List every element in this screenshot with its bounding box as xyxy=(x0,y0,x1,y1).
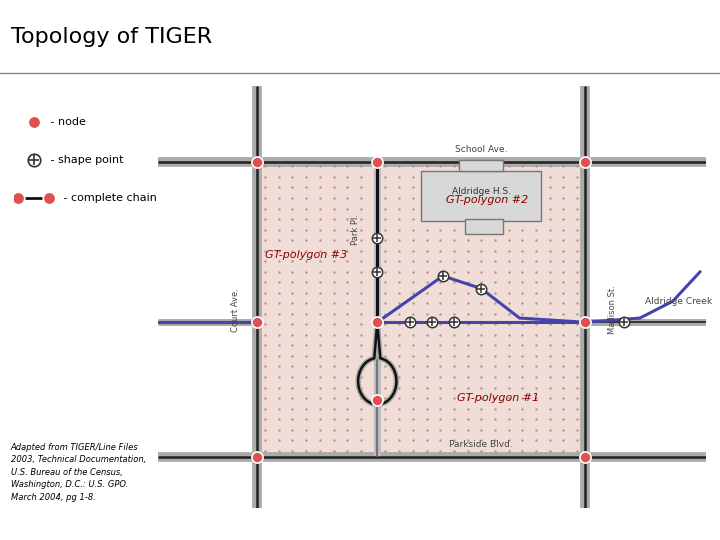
Bar xyxy=(459,160,503,171)
Bar xyxy=(377,162,585,457)
Bar xyxy=(465,219,503,234)
Text: Topology of TIGER: Topology of TIGER xyxy=(11,27,212,47)
Text: GT-polygon #1: GT-polygon #1 xyxy=(456,393,539,403)
Text: Aldridge Creek: Aldridge Creek xyxy=(645,296,713,306)
Text: School Ave.: School Ave. xyxy=(455,145,508,154)
Text: Madison St.: Madison St. xyxy=(608,285,617,334)
Text: GT-polygon #2: GT-polygon #2 xyxy=(446,195,528,205)
Bar xyxy=(421,171,541,221)
Text: - complete chain: - complete chain xyxy=(60,193,157,202)
Text: Park Pl.: Park Pl. xyxy=(351,214,360,245)
Text: Adapted from TIGER/Line Files
2003, Technical Documentation,
U.S. Bureau of the : Adapted from TIGER/Line Files 2003, Tech… xyxy=(11,443,146,502)
Text: - node: - node xyxy=(47,117,86,127)
Bar xyxy=(257,162,377,457)
Text: Parkside Blvd.: Parkside Blvd. xyxy=(449,440,513,449)
Text: Court Ave.: Court Ave. xyxy=(230,288,240,332)
Text: - shape point: - shape point xyxy=(47,155,123,165)
Text: Aldridge H.S.: Aldridge H.S. xyxy=(451,187,510,196)
Text: GT-polygon #3: GT-polygon #3 xyxy=(265,250,347,260)
